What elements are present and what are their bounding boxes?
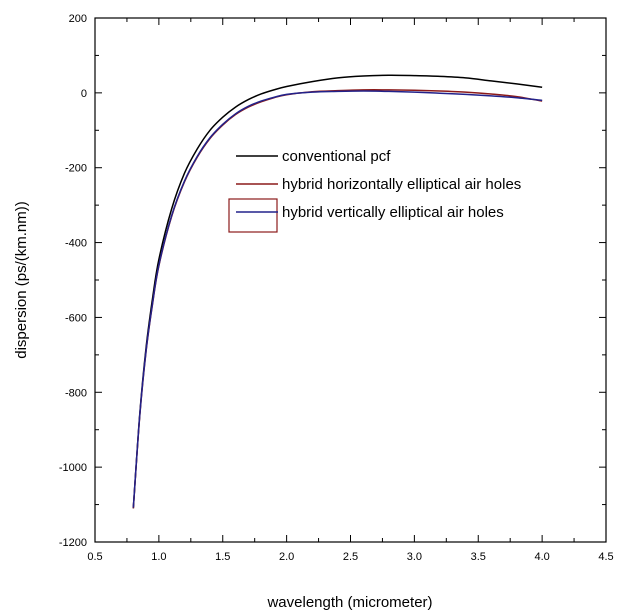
series-layer	[132, 74, 543, 509]
legend: conventional pcf hybrid horizontally ell…	[228, 148, 521, 233]
x-tick-label: 2.0	[279, 551, 294, 563]
y-tick-label: -400	[65, 238, 87, 250]
y-tick-label: 0	[81, 88, 87, 100]
y-axis-title: dispersion (ps/(km.nm))	[13, 201, 30, 359]
y-tick-label: -1200	[59, 537, 87, 549]
y-tick-label: -200	[65, 163, 87, 175]
legend-highlight-box	[228, 198, 278, 233]
series-line-conventional-pcf	[132, 74, 543, 509]
plot-frame	[94, 17, 607, 543]
legend-label-hybrid-horizontal: hybrid horizontally elliptical air holes	[282, 176, 521, 193]
x-tick-label: 4.5	[598, 551, 613, 563]
ticks-layer: 0.5 1.0 1.5 2.0 2.5 3.0 3.5 4.0 4.5 200 0 -200 -400 -…	[59, 13, 614, 563]
y-tick-label: -600	[65, 312, 87, 324]
x-tick-label: 1.5	[215, 551, 230, 563]
legend-label-hybrid-vertical: hybrid vertically elliptical air holes	[282, 204, 504, 221]
x-tick-label: 3.5	[471, 551, 486, 563]
x-tick-label: 4.0	[534, 551, 549, 563]
x-tick-label: 0.5	[87, 551, 102, 563]
legend-label-conventional-pcf: conventional pcf	[282, 148, 391, 165]
x-tick-label: 2.5	[343, 551, 358, 563]
y-tick-label: -800	[65, 387, 87, 399]
series-line-hybrid-vertically-elliptical-air-holes	[132, 90, 543, 508]
x-tick-label: 3.0	[407, 551, 422, 563]
x-tick-label: 1.0	[151, 551, 166, 563]
x-axis-title: wavelength (micrometer)	[266, 594, 432, 611]
y-tick-label: -1000	[59, 462, 87, 474]
y-tick-label: 200	[69, 13, 87, 25]
